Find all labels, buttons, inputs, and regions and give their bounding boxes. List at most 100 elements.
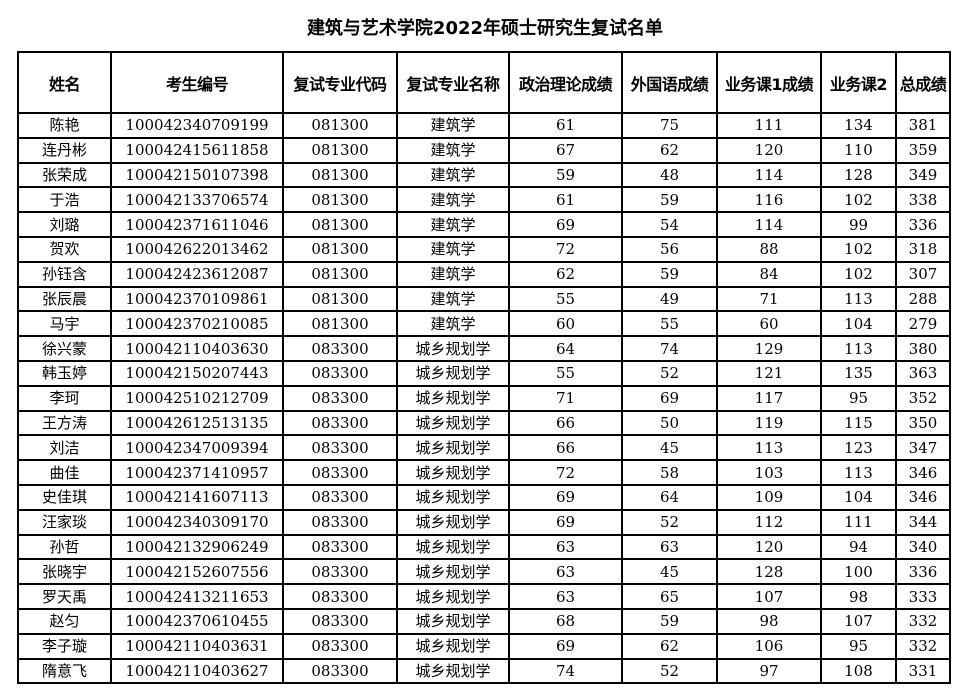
cell-candidate-id: 100042413211653 (110, 583, 284, 610)
cell-subject2-score: 107 (820, 607, 897, 635)
cell-foreign-language-score: 50 (621, 409, 718, 437)
cell-politics-score: 63 (508, 533, 623, 561)
cell-major-name: 城乡规划学 (396, 508, 510, 536)
cell-candidate-id: 100042370210085 (110, 310, 284, 338)
cell-major-name: 建筑学 (396, 136, 510, 164)
cell-total-score: 307 (895, 260, 951, 288)
cell-candidate-id: 100042371410957 (110, 459, 284, 486)
cell-subject1-score: 88 (716, 235, 822, 263)
cell-foreign-language-score: 59 (621, 186, 718, 214)
cell-major-name: 建筑学 (396, 112, 510, 139)
cell-politics-score: 72 (508, 235, 623, 263)
cell-foreign-language-score: 45 (621, 558, 718, 586)
cell-candidate-id: 100042370109861 (110, 285, 284, 313)
cell-major-name: 城乡规划学 (396, 434, 510, 462)
cell-name: 贺欢 (17, 235, 112, 263)
cell-subject2-score: 113 (820, 459, 897, 486)
cell-candidate-id: 100042622013462 (110, 235, 284, 263)
cell-subject2-score: 108 (820, 657, 897, 685)
cell-major-name: 建筑学 (396, 186, 510, 214)
cell-subject1-score: 60 (716, 310, 822, 338)
header-candidate-id: 考生编号 (110, 51, 284, 114)
cell-subject2-score: 113 (820, 285, 897, 313)
cell-politics-score: 62 (508, 260, 623, 288)
cell-name: 张晓宇 (17, 558, 112, 586)
table-row: 史佳琪 100042141607113 083300 城乡规划学 69 64 109 104 3… (17, 483, 951, 511)
cell-major-code: 083300 (282, 335, 398, 362)
cell-major-code: 083300 (282, 657, 398, 685)
cell-foreign-language-score: 59 (621, 607, 718, 635)
table-row: 李珂 100042510212709 083300 城乡规划学 71 69 117 95 352 (17, 384, 951, 412)
cell-total-score: 331 (895, 657, 951, 685)
cell-foreign-language-score: 64 (621, 483, 718, 511)
cell-total-score: 338 (895, 186, 951, 214)
cell-major-name: 城乡规划学 (396, 483, 510, 511)
cell-subject2-score: 102 (820, 260, 897, 288)
cell-subject1-score: 103 (716, 459, 822, 486)
cell-total-score: 349 (895, 161, 951, 189)
cell-politics-score: 67 (508, 136, 623, 164)
cell-subject1-score: 107 (716, 583, 822, 610)
cell-major-code: 083300 (282, 359, 398, 387)
table-row: 孙哲 100042132906249 083300 城乡规划学 63 63 120 94 340 (17, 533, 951, 561)
cell-major-name: 城乡规划学 (396, 657, 510, 685)
table-row: 刘洁 100042347009394 083300 城乡规划学 66 45 113 123 34… (17, 434, 951, 462)
cell-politics-score: 69 (508, 508, 623, 536)
cell-name: 罗天禹 (17, 583, 112, 610)
cell-politics-score: 71 (508, 384, 623, 412)
cell-name: 孙哲 (17, 533, 112, 561)
cell-politics-score: 69 (508, 632, 623, 660)
cell-politics-score: 60 (508, 310, 623, 338)
cell-major-name: 建筑学 (396, 260, 510, 288)
cell-subject1-score: 119 (716, 409, 822, 437)
cell-major-code: 083300 (282, 508, 398, 536)
cell-major-code: 081300 (282, 186, 398, 214)
cell-major-name: 城乡规划学 (396, 607, 510, 635)
cell-foreign-language-score: 52 (621, 657, 718, 685)
cell-name: 赵匀 (17, 607, 112, 635)
cell-major-code: 083300 (282, 483, 398, 511)
table-row: 贺欢 100042622013462 081300 建筑学 72 56 88 102 318 (17, 235, 951, 263)
cell-candidate-id: 100042347009394 (110, 434, 284, 462)
cell-candidate-id: 100042510212709 (110, 384, 284, 412)
cell-politics-score: 59 (508, 161, 623, 189)
cell-politics-score: 63 (508, 583, 623, 610)
cell-total-score: 381 (895, 112, 951, 139)
cell-candidate-id: 100042612513135 (110, 409, 284, 437)
cell-major-code: 081300 (282, 235, 398, 263)
cell-major-code: 083300 (282, 632, 398, 660)
cell-major-name: 城乡规划学 (396, 558, 510, 586)
cell-total-score: 332 (895, 632, 951, 660)
cell-major-name: 城乡规划学 (396, 335, 510, 362)
cell-total-score: 347 (895, 434, 951, 462)
header-name: 姓名 (17, 51, 112, 114)
table-row: 李子璇 100042110403631 083300 城乡规划学 69 62 106 95 33… (17, 632, 951, 660)
header-row: 姓名 考生编号 复试专业代码 复试专业名称 政治理论成绩 外国语成绩 业务课1成… (17, 51, 951, 114)
cell-subject2-score: 102 (820, 235, 897, 263)
cell-candidate-id: 100042110403627 (110, 657, 284, 685)
cell-politics-score: 69 (508, 211, 623, 238)
cell-subject2-score: 110 (820, 136, 897, 164)
cell-foreign-language-score: 62 (621, 136, 718, 164)
cell-candidate-id: 100042150207443 (110, 359, 284, 387)
cell-major-code: 081300 (282, 161, 398, 189)
cell-total-score: 340 (895, 533, 951, 561)
header-major-name: 复试专业名称 (396, 51, 510, 114)
cell-foreign-language-score: 63 (621, 533, 718, 561)
cell-major-name: 城乡规划学 (396, 359, 510, 387)
cell-subject1-score: 112 (716, 508, 822, 536)
cell-name: 徐兴蒙 (17, 335, 112, 362)
cell-major-code: 083300 (282, 558, 398, 586)
cell-candidate-id: 100042152607556 (110, 558, 284, 586)
cell-name: 曲佳 (17, 459, 112, 486)
cell-total-score: 346 (895, 459, 951, 486)
cell-politics-score: 55 (508, 359, 623, 387)
cell-foreign-language-score: 45 (621, 434, 718, 462)
table-row: 汪家琰 100042340309170 083300 城乡规划学 69 52 112 111 3… (17, 508, 951, 536)
cell-subject1-score: 117 (716, 384, 822, 412)
cell-subject1-score: 114 (716, 161, 822, 189)
cell-name: 李珂 (17, 384, 112, 412)
cell-subject1-score: 129 (716, 335, 822, 362)
cell-major-code: 081300 (282, 211, 398, 238)
cell-major-code: 081300 (282, 260, 398, 288)
